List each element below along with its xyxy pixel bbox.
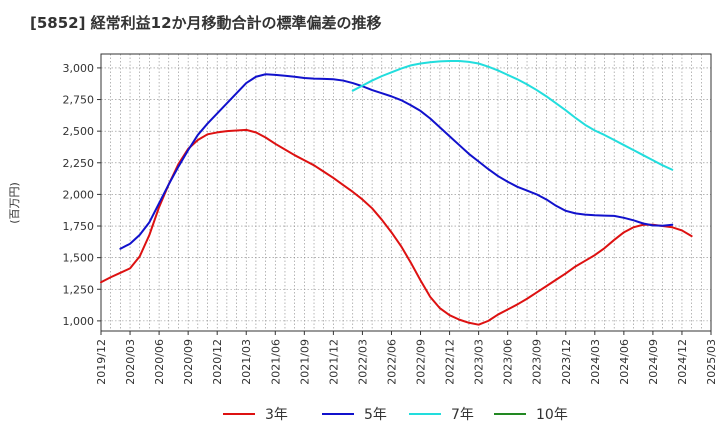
x-tick-label: 2022/12 xyxy=(444,339,457,385)
x-tick-label: 2024/12 xyxy=(676,339,689,385)
x-tick-label: 2023/09 xyxy=(531,339,544,385)
x-tick-label: 2025/03 xyxy=(705,339,718,385)
legend-label: 7年 xyxy=(451,407,474,423)
x-tick-label: 2020/09 xyxy=(182,339,195,385)
series-line xyxy=(119,73,674,250)
y-tick-label: 2,750 xyxy=(63,94,95,107)
x-tick-label: 2021/06 xyxy=(269,339,282,385)
series-line xyxy=(100,128,693,326)
x-tick-label: 2023/12 xyxy=(560,339,573,385)
grid xyxy=(100,54,712,331)
x-tick-label: 2021/03 xyxy=(240,339,253,385)
x-tick-label: 2024/06 xyxy=(618,339,631,385)
y-tick-label: 1,500 xyxy=(63,252,95,265)
x-tick-label: 2020/03 xyxy=(124,339,137,385)
x-tick-label: 2023/06 xyxy=(502,339,515,385)
x-tick-label: 2023/03 xyxy=(473,339,486,385)
y-tick-label: 2,250 xyxy=(63,157,95,170)
x-tick-label: 2020/12 xyxy=(211,339,224,385)
x-tick-label: 2021/12 xyxy=(327,339,340,385)
y-tick-label: 3,000 xyxy=(63,62,95,75)
y-tick-label: 1,750 xyxy=(63,220,95,233)
y-tick-label: 1,250 xyxy=(63,283,95,296)
x-tick-label: 2024/09 xyxy=(647,339,660,385)
axes: 1,000 1,250 1,500 1,750 2,000 2,250 2,500 2,750… xyxy=(63,53,718,385)
x-tick-label: 2022/09 xyxy=(415,339,428,385)
x-tick-label: 2019/12 xyxy=(95,339,108,385)
chart-title: [5852] 経常利益12か月移動合計の標準偏差の推移 xyxy=(30,14,382,32)
x-tick-label: 2021/09 xyxy=(298,339,311,385)
y-tick-label: 2,000 xyxy=(63,188,95,201)
x-tick-label: 2022/03 xyxy=(356,339,369,385)
legend-label: 10年 xyxy=(536,407,568,423)
legend-label: 5年 xyxy=(364,407,387,423)
x-tick-label: 2024/03 xyxy=(589,339,602,385)
x-tick-label: 2020/06 xyxy=(153,339,166,385)
y-tick-label: 1,000 xyxy=(63,315,95,328)
x-tick-label: 2022/06 xyxy=(385,339,398,385)
legend-label: 3年 xyxy=(265,407,288,423)
y-tick-label: 2,500 xyxy=(63,125,95,138)
series-lines xyxy=(100,59,693,326)
series-line xyxy=(351,59,674,171)
plot-frame xyxy=(100,53,712,332)
legend: 3年 5年 7年 10年 xyxy=(223,407,568,423)
y-axis-label: (百万円) xyxy=(8,182,21,224)
